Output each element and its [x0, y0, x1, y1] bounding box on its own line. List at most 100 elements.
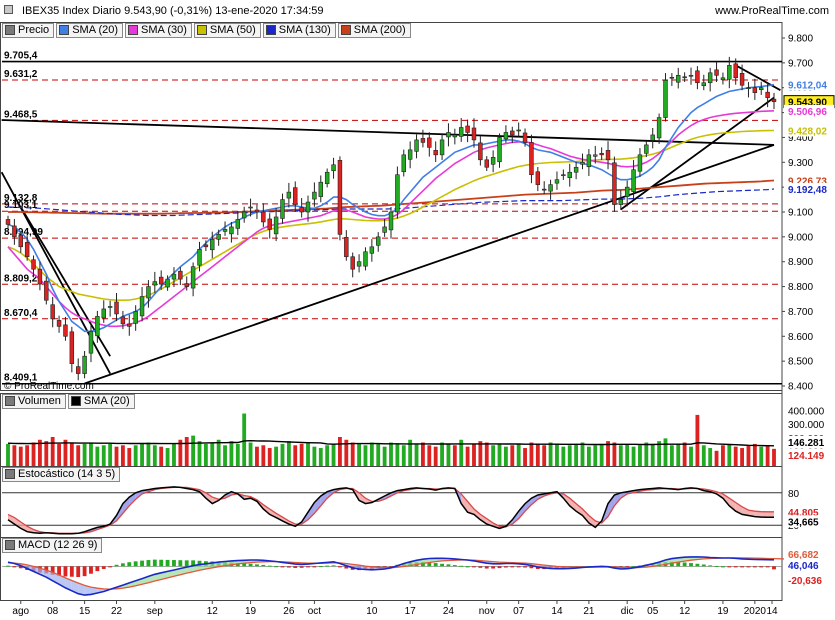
window-icon[interactable] [4, 5, 13, 14]
macd-fill [180, 567, 187, 575]
candle-body [484, 159, 489, 168]
legend-item-stoch-0[interactable]: Estocástico (14 3 5) [2, 466, 121, 482]
level-label: 8.809,2 [4, 273, 38, 284]
price-y-tick-label: 9.700 [788, 58, 813, 69]
volume-bar [114, 446, 119, 466]
volume-bar [440, 442, 444, 466]
volume-bar [363, 445, 368, 466]
macd-fill [78, 583, 85, 596]
x-tick-label: 10 [366, 606, 378, 617]
macd-histogram-bar [242, 563, 247, 567]
price-y-tick-label: 8.800 [788, 282, 813, 293]
macd-histogram-bar [503, 566, 508, 568]
volume-bar [95, 446, 100, 466]
macd-histogram-bar [452, 565, 457, 567]
macd-histogram-bar [50, 566, 55, 575]
macd-histogram-bar [312, 566, 317, 568]
candle-body [459, 127, 464, 137]
stochastic-fill [608, 494, 615, 517]
site-url[interactable]: www.ProRealTime.com [715, 5, 829, 17]
volume-bar [669, 445, 674, 466]
volume-bar [625, 443, 630, 466]
macd-histogram-bar [255, 564, 259, 567]
volume-bar [318, 448, 323, 466]
macd-histogram-bar [759, 566, 764, 568]
candle-body [682, 76, 687, 79]
macd-histogram-bar [6, 565, 10, 567]
legend-item-price-2[interactable]: SMA (30) [125, 22, 192, 38]
volume-bar [714, 450, 719, 466]
macd-fill [161, 571, 168, 580]
volume-bar [12, 445, 17, 466]
legend-item-price-5[interactable]: SMA (200) [337, 22, 411, 38]
volume-bar [676, 443, 681, 466]
legend-swatch [5, 396, 15, 406]
candle-body [554, 179, 560, 184]
candle-body [388, 211, 394, 231]
macd-histogram-bar [510, 566, 515, 568]
sma200-line [8, 179, 775, 215]
macd-last-value: 46,046 [788, 561, 819, 572]
macd-histogram-bar [63, 566, 68, 577]
candle-body [216, 234, 221, 240]
volume-bar [293, 445, 298, 466]
volume-bar [529, 442, 534, 466]
copyright-label: © ProRealTime.com [4, 381, 94, 392]
macd-fill [173, 568, 181, 577]
stochastic-fill [518, 503, 526, 519]
stochastic-fill [761, 511, 768, 518]
candle-body [490, 157, 496, 165]
price-y-tick-label: 8.700 [788, 307, 813, 318]
last-value-tag [784, 104, 834, 117]
macd-fill [46, 570, 53, 581]
candle-body [305, 201, 311, 213]
candle-body [669, 76, 675, 79]
macd-histogram-bar [440, 563, 444, 567]
candle-body [465, 125, 470, 133]
macd-histogram-bar [89, 566, 93, 574]
volume-bar [472, 443, 476, 466]
macd-histogram-bar [12, 566, 17, 568]
macd-histogram-bar [459, 565, 464, 567]
volume-bar [752, 443, 757, 466]
legend-item-volume-0[interactable]: Volumen [2, 393, 66, 409]
stochastic-fill [122, 497, 130, 514]
volume-bar [459, 439, 464, 466]
volume-bar [69, 442, 74, 466]
candle-body [535, 171, 541, 185]
candle-body [50, 304, 55, 320]
legend-item-price-4[interactable]: SMA (130) [262, 22, 336, 38]
macd-histogram-bar [235, 563, 240, 567]
stochastic-fill [742, 506, 749, 516]
trend-line-top [735, 64, 781, 91]
candle-body [88, 331, 94, 354]
legend-swatch [128, 25, 139, 35]
candle-body [293, 187, 298, 205]
volume-bar [612, 442, 617, 466]
stochastic-fill [269, 509, 277, 518]
volume-bar [478, 441, 483, 466]
trend-line-rising [84, 144, 775, 385]
stochastic-fill [748, 510, 755, 517]
volume-last-value: 146.281 [788, 438, 825, 449]
legend-item-volume-1[interactable]: SMA (20) [67, 393, 135, 409]
candle-body [312, 191, 317, 200]
volume-bar [57, 443, 61, 466]
macd-histogram-bar [765, 566, 770, 568]
stochastic-fill [461, 493, 468, 513]
candle-body [76, 366, 81, 374]
x-tick-label: sep [147, 606, 164, 617]
macd-histogram-bar [69, 566, 74, 577]
last-value-tag [784, 78, 834, 91]
volume-bar [261, 445, 266, 466]
stochastic-fill [569, 498, 577, 512]
candle-body [618, 199, 624, 205]
last-value-label: 9.428,02 [788, 126, 827, 137]
macd-histogram-bar [478, 566, 483, 568]
volume-bar [657, 441, 662, 466]
macd-histogram-bar [465, 566, 470, 568]
last-value-tag [784, 435, 830, 448]
macd-histogram-bar [676, 562, 681, 567]
macd-histogram-bar [178, 560, 183, 567]
